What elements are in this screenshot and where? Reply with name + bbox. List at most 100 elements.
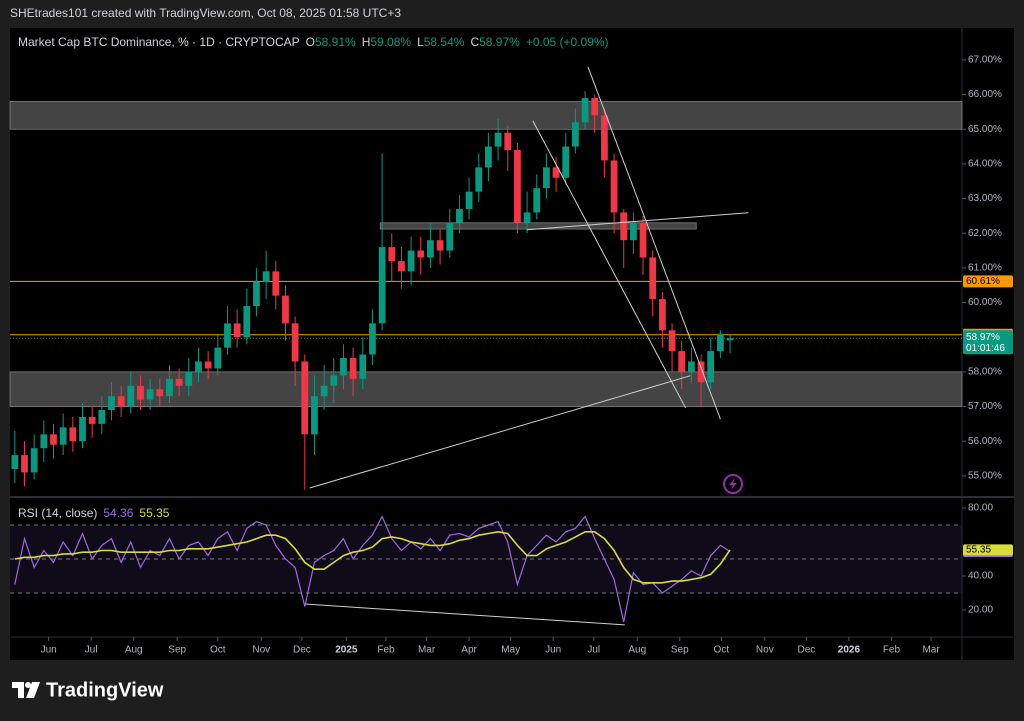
candle-body [117, 396, 125, 407]
candle-body [282, 295, 289, 324]
y-tick-label: 61.00% [968, 263, 1002, 274]
x-tick-label: Jul [85, 645, 98, 656]
trendline [532, 120, 687, 409]
legend-value: 58.91% [315, 35, 356, 49]
rsi-line [14, 530, 731, 584]
legend: Market Cap BTC Dominance, % · 1D · CRYPT… [18, 35, 609, 49]
y-tick-label: 56.00% [968, 436, 1002, 447]
candle-body [195, 361, 202, 372]
candle-body [465, 191, 473, 209]
candle-body [601, 115, 608, 161]
legend-key: C [470, 35, 479, 49]
candle-body [233, 323, 241, 338]
lightning-icon[interactable] [723, 474, 743, 494]
candle-body [108, 396, 115, 411]
candle-body [678, 351, 686, 372]
legend-value: 58.54% [424, 35, 465, 49]
candle-body [301, 361, 309, 435]
x-tick-label: Mar [922, 645, 940, 656]
last-price-label: 58.97% [966, 332, 1000, 343]
legend-key: O [306, 35, 315, 49]
y-tick-label: 20.00 [968, 605, 993, 616]
x-tick-label: Oct [210, 645, 226, 656]
x-tick-label: Sep [168, 645, 186, 656]
candle-body [88, 416, 96, 424]
candle-body [697, 361, 705, 383]
candle-body [514, 150, 521, 223]
candle-body [446, 222, 454, 251]
legend-title: Market Cap BTC Dominance, % · 1D · CRYPT… [18, 35, 300, 49]
candle-body [30, 448, 38, 473]
x-tick-label: Mar [418, 645, 436, 656]
y-tick-label: 67.00% [968, 55, 1002, 66]
candle-body [349, 358, 357, 379]
x-tick-label: Aug [125, 645, 143, 656]
candle-body [175, 378, 183, 386]
candle-body [475, 167, 483, 192]
candle-body [40, 434, 48, 449]
trendline [304, 603, 625, 626]
y-tick-label: 80.00 [968, 503, 993, 514]
y-tick-label: 58.00% [968, 367, 1002, 378]
price-line-label-bg [963, 275, 1013, 288]
candle-body [726, 338, 734, 341]
y-tick-label: 63.00% [968, 193, 1002, 204]
candle-body [330, 375, 338, 386]
x-tick-label: Feb [883, 645, 901, 656]
candle-body [378, 247, 386, 324]
candle-body [388, 247, 396, 261]
candle-body [79, 416, 86, 442]
candle-body [204, 361, 212, 369]
x-tick-label: Feb [377, 645, 395, 656]
candle-body [320, 385, 328, 397]
candle-body [214, 347, 222, 369]
x-tick-label: Nov [252, 645, 270, 656]
y-tick-label: 64.00% [968, 159, 1002, 170]
rsi-line [14, 515, 731, 623]
trendline [309, 375, 691, 489]
candle-body [243, 306, 251, 338]
legend-key: H [362, 35, 371, 49]
x-tick-label: Dec [797, 645, 815, 656]
candle-body [639, 222, 647, 258]
tv-logo [12, 682, 40, 698]
x-tick-label: Oct [714, 645, 730, 656]
trendline [527, 212, 749, 231]
candle-body [591, 98, 599, 116]
candle-body [417, 250, 425, 258]
candle-body [668, 330, 676, 352]
candle-body [572, 122, 579, 147]
legend-key: L [417, 35, 424, 49]
candle-body [649, 257, 657, 300]
legend-value: 59.08% [370, 35, 411, 49]
candle-body [272, 271, 280, 296]
candle-body [552, 167, 560, 178]
x-tick-label: Jun [545, 645, 561, 656]
header: SHEtrades101 created with TradingView.co… [10, 6, 401, 20]
candle-body [398, 260, 405, 272]
candle-body [456, 208, 463, 223]
candle-body [562, 146, 570, 178]
candle-body [156, 389, 164, 397]
candle-body [610, 160, 618, 213]
candle-body [311, 396, 318, 435]
x-tick-label: 2025 [335, 645, 358, 656]
candle-body [11, 455, 19, 469]
candle-body [543, 167, 550, 189]
candle-body [359, 354, 367, 379]
candle-body [504, 132, 512, 151]
y-tick-label: 60.00% [968, 297, 1002, 308]
candle-body [137, 385, 144, 400]
candle-body [707, 351, 715, 383]
candle-body [427, 240, 434, 258]
x-tick-label: Sep [671, 645, 689, 656]
candle-body [127, 385, 135, 407]
candle-body [185, 371, 193, 386]
candle-body [659, 299, 666, 331]
y-tick-label: 66.00% [968, 89, 1002, 100]
candle-body [407, 250, 415, 272]
x-tick-label: Jul [587, 645, 600, 656]
x-tick-label: May [501, 645, 520, 656]
candle-body [340, 358, 347, 376]
